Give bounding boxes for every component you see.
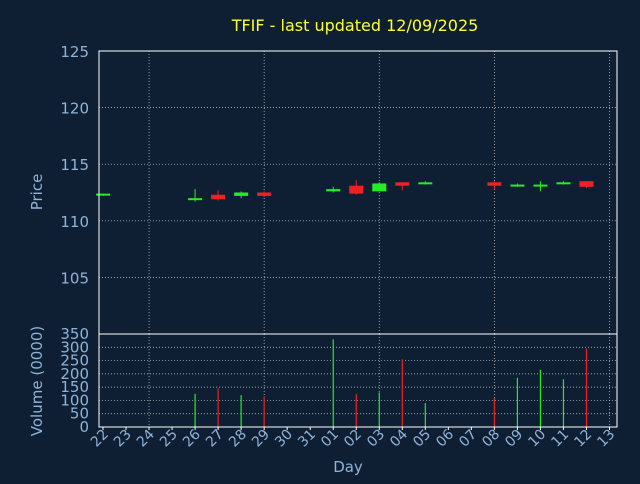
candle-27 [211,190,226,201]
volume-y-tick-label: 100 [60,391,89,409]
candle-09 [510,183,525,187]
candle-11 [556,181,571,185]
candle-body [395,182,410,186]
candle-05 [418,181,433,185]
candle-body [188,198,203,201]
candle-body [211,194,226,200]
candle-08 [487,181,502,190]
candle-29 [257,191,272,198]
x-tick-labels: 22 23 24 25 26 27 28 29 30 31 01 02 03 04 05 06 07 08 09 10… [88,426,618,450]
x-axis-label: Day [333,458,363,476]
volume-y-tick-label: 250 [60,352,89,370]
volume-y-tick-label: 0 [79,418,89,436]
candle-22 [96,193,110,196]
candle-26 [188,189,203,202]
volume-y-tick-label: 350 [60,325,89,343]
candle-body [372,183,387,192]
candle-body [326,189,341,192]
candle-body [96,193,110,196]
price-panel: 105 110 115 120 125 Price [28,43,618,335]
candle-body [510,184,525,187]
volume-y-tick-label: 300 [60,338,89,356]
price-y-tick-label: 120 [60,100,89,118]
candle-body [418,182,433,185]
price-candles [96,180,594,202]
price-y-tick-label: 105 [60,269,89,287]
candle-body [533,184,548,187]
candle-body [349,185,364,194]
candle-body [579,181,594,187]
price-y-tick-label: 125 [60,43,89,61]
candle-10 [533,181,548,192]
volume-y-tick-label: 200 [60,365,89,383]
candle-04 [395,182,410,191]
price-y-tick-label: 115 [60,156,89,174]
price-axis-label: Price [28,174,46,211]
volume-axis-label: Volume (0000) [28,326,46,436]
volume-frame [98,333,618,428]
candle-03 [372,182,387,192]
candle-28 [234,191,249,199]
chart-title: TFIF - last updated 12/09/2025 [231,16,479,35]
candle-body [234,192,249,196]
volume-y-tick-label: 50 [70,405,89,423]
candle-02 [349,180,364,195]
candle-12 [579,181,594,188]
volume-bars [194,339,588,427]
candle-body [257,192,272,196]
volume-y-tick-label: 150 [60,378,89,396]
price-y-tick-label: 110 [60,213,89,231]
candle-body [487,182,502,186]
candle-body [556,182,571,185]
candle-01 [326,186,341,193]
price-y-ticks: 105 110 115 120 125 [60,43,89,287]
